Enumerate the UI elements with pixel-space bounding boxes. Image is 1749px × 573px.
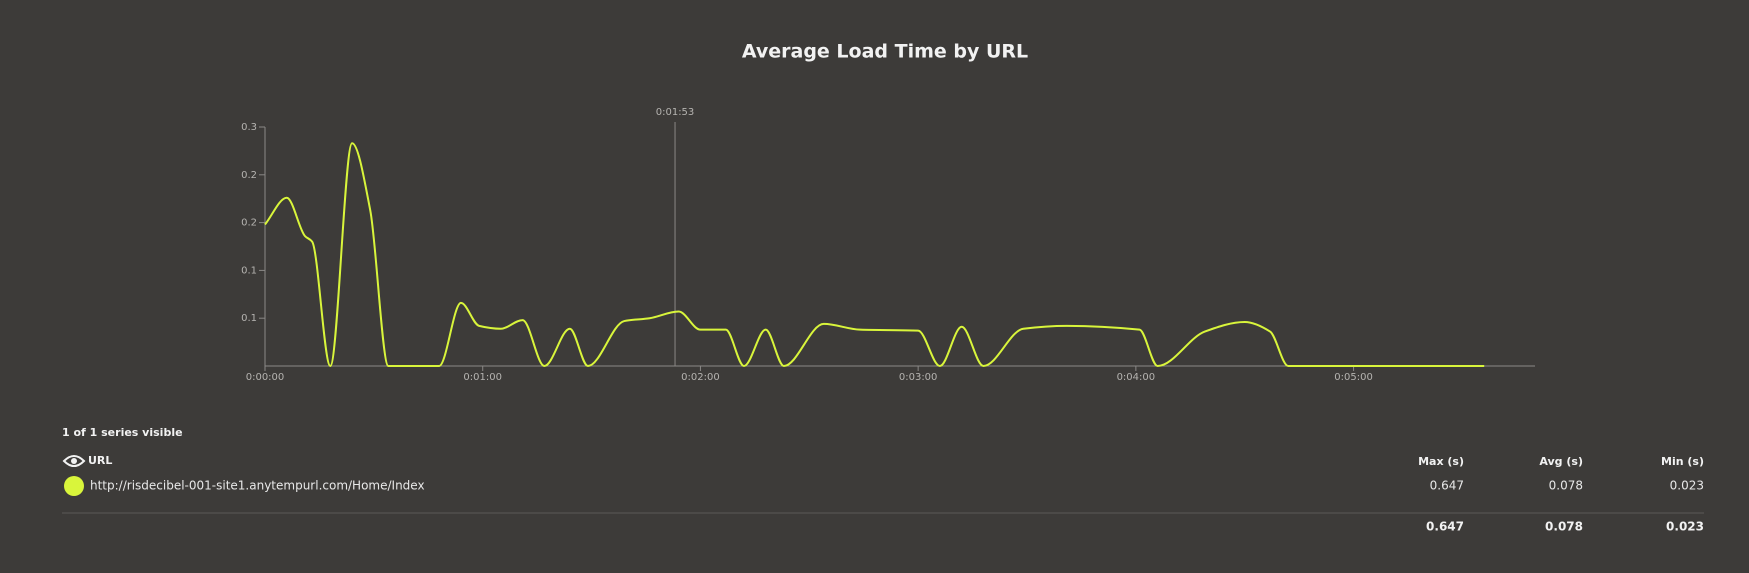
min-cell: 0.023 — [1670, 479, 1704, 493]
table-header: Max (s) — [1418, 455, 1464, 468]
y-tick-label: 0.1 — [241, 313, 257, 324]
table-header: Avg (s) — [1539, 455, 1583, 468]
table-header: Min (s) — [1661, 455, 1704, 468]
x-tick-label: 0:03:00 — [899, 372, 938, 383]
total-avg: 0.078 — [1545, 520, 1583, 534]
table-header: URL — [88, 454, 112, 467]
url-cell[interactable]: http://risdecibel-001-site1.anytempurl.c… — [90, 479, 425, 493]
series-count: 1 of 1 series visible — [62, 426, 183, 439]
x-tick-label: 0:05:00 — [1334, 372, 1373, 383]
legend-marker[interactable] — [64, 476, 84, 496]
avg-cell: 0.078 — [1549, 479, 1583, 493]
y-tick-label: 0.2 — [241, 170, 257, 181]
y-tick-label: 0.1 — [241, 265, 257, 276]
x-tick-label: 0:01:00 — [463, 372, 502, 383]
x-tick-label: 0:02:00 — [681, 372, 720, 383]
series-line — [264, 142, 1485, 368]
eye-icon[interactable] — [62, 455, 86, 467]
y-tick-label: 0.2 — [241, 218, 257, 229]
eye-pupil — [71, 458, 77, 464]
x-tick-label: 0:04:00 — [1117, 372, 1156, 383]
cursor-label: 0:01:53 — [656, 107, 695, 118]
eye-outline — [62, 455, 86, 467]
total-max: 0.647 — [1426, 520, 1464, 534]
total-min: 0.023 — [1666, 520, 1704, 534]
y-tick-label: 0.3 — [241, 122, 257, 133]
chart-title: Average Load Time by URL — [742, 41, 1028, 63]
x-tick-label: 0:00:00 — [246, 372, 285, 383]
max-cell: 0.647 — [1430, 479, 1464, 493]
